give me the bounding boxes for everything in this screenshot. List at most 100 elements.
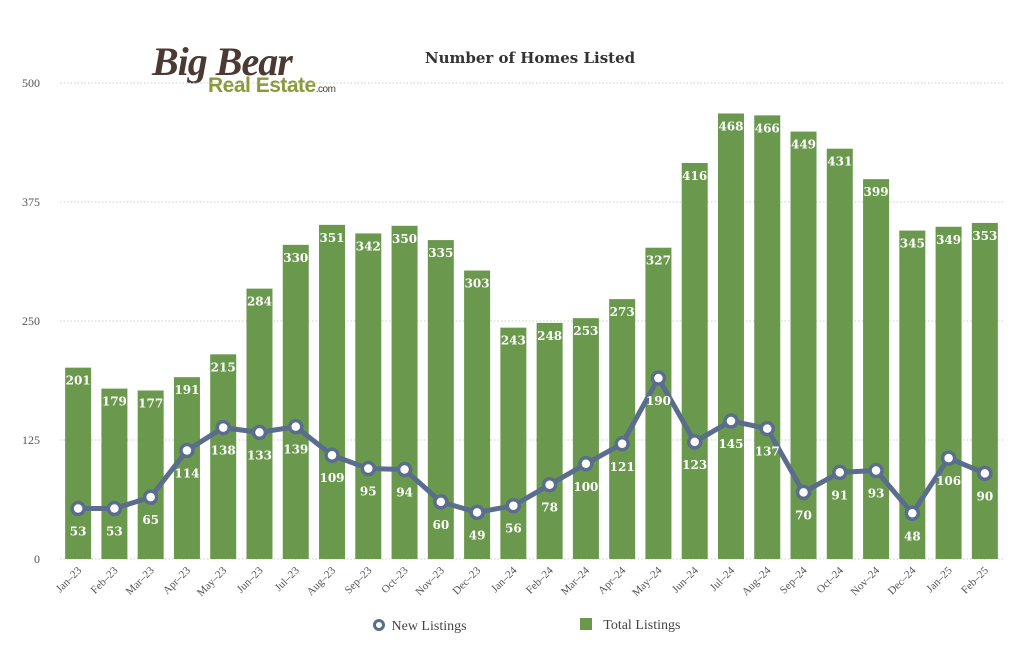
x-tick-label: Jun–24 bbox=[670, 564, 701, 595]
bar-value-label: 243 bbox=[501, 334, 526, 348]
x-tick-label: Jan–24 bbox=[489, 564, 520, 595]
legend-new-listings-label: New Listings bbox=[391, 619, 467, 634]
new-listings-value-label: 70 bbox=[795, 508, 812, 522]
new-listings-value-label: 145 bbox=[718, 437, 743, 451]
bar-total-listings bbox=[681, 162, 708, 559]
x-tick-label: Mar–24 bbox=[559, 564, 592, 597]
new-listings-value-label: 190 bbox=[646, 394, 671, 408]
new-listings-point bbox=[142, 489, 159, 505]
x-tick-label: Apr–23 bbox=[161, 564, 194, 597]
x-tick-label: Jul–23 bbox=[273, 564, 303, 594]
new-listings-point bbox=[360, 460, 377, 477]
bar-total-listings bbox=[137, 390, 164, 559]
new-listings-value-label: 106 bbox=[936, 474, 961, 488]
bar-value-label: 466 bbox=[755, 121, 780, 135]
new-listings-value-label: 48 bbox=[904, 529, 921, 543]
new-listings-value-label: 56 bbox=[505, 522, 522, 536]
new-listings-point bbox=[904, 505, 921, 522]
bar-total-listings bbox=[500, 327, 527, 559]
new-listings-point bbox=[977, 465, 993, 482]
new-listings-value-label: 139 bbox=[283, 443, 308, 457]
bar-value-label: 253 bbox=[573, 324, 598, 338]
y-tick-label: 0 bbox=[34, 552, 40, 566]
y-tick-label: 500 bbox=[22, 76, 40, 90]
bar-value-label: 349 bbox=[936, 233, 961, 247]
new-listings-value-label: 53 bbox=[70, 525, 87, 539]
legend-total-listings-label: Total Listings bbox=[603, 618, 681, 633]
logo-real-estate-word: Real Estate bbox=[208, 74, 316, 97]
new-listings-point bbox=[106, 500, 123, 517]
new-listings-point bbox=[650, 370, 667, 386]
legend-bar-marker-icon bbox=[580, 618, 592, 630]
x-tick-label: Aug–24 bbox=[740, 564, 774, 598]
new-listings-value-label: 100 bbox=[573, 480, 598, 494]
x-tick-label: Apr–24 bbox=[596, 564, 629, 597]
new-listings-value-label: 94 bbox=[396, 486, 413, 500]
x-tick-label: Jul–24 bbox=[708, 564, 738, 594]
bar-value-label: 330 bbox=[283, 251, 308, 265]
new-listings-point bbox=[795, 484, 812, 501]
bar-value-label: 327 bbox=[646, 254, 671, 268]
new-listings-value-label: 60 bbox=[432, 518, 449, 532]
new-listings-point bbox=[832, 464, 848, 481]
new-listings-value-label: 138 bbox=[211, 444, 236, 458]
x-tick-label: Sep–23 bbox=[343, 564, 375, 596]
x-tick-label: Feb–24 bbox=[524, 564, 556, 596]
new-listings-value-label: 78 bbox=[541, 501, 558, 515]
bar-total-listings bbox=[173, 377, 200, 559]
new-listings-point bbox=[324, 447, 340, 463]
brand-logo: Big Bear Real Estate.com bbox=[150, 39, 340, 100]
legend-line-marker-icon bbox=[373, 619, 385, 631]
bar-value-label: 431 bbox=[827, 155, 852, 169]
x-tick-label: Sep–24 bbox=[778, 564, 810, 596]
new-listings-point bbox=[614, 436, 630, 452]
new-listings-point bbox=[578, 456, 594, 472]
logo-com-suffix: .com bbox=[315, 84, 336, 95]
legend-item-total-listings: Total Listings bbox=[580, 618, 680, 634]
bar-total-listings bbox=[355, 233, 382, 559]
new-listings-value-label: 53 bbox=[106, 525, 123, 539]
new-listings-point bbox=[868, 462, 884, 479]
new-listings-point bbox=[759, 420, 775, 437]
bar-total-listings bbox=[572, 318, 599, 559]
legend-item-new-listings: New Listings bbox=[370, 618, 467, 635]
bar-total-listings bbox=[319, 224, 346, 559]
bar-total-listings bbox=[971, 222, 998, 559]
x-tick-label: Nov–23 bbox=[413, 564, 447, 598]
x-tick-label: Feb–23 bbox=[89, 564, 121, 596]
new-listings-value-label: 137 bbox=[755, 445, 780, 459]
bar-total-listings bbox=[935, 226, 962, 559]
bar-total-listings bbox=[645, 247, 672, 560]
bar-value-label: 284 bbox=[247, 295, 272, 309]
new-listings-point bbox=[505, 497, 522, 514]
bar-value-label: 449 bbox=[791, 138, 816, 152]
new-listings-point bbox=[469, 504, 485, 521]
x-tick-label: Mar–23 bbox=[124, 564, 157, 597]
new-listings-value-label: 90 bbox=[977, 489, 994, 503]
new-listings-value-label: 133 bbox=[247, 448, 272, 462]
bar-total-listings bbox=[210, 354, 237, 559]
x-tick-label: May–23 bbox=[195, 564, 230, 599]
new-listings-value-label: 109 bbox=[319, 471, 344, 485]
bar-value-label: 350 bbox=[392, 232, 417, 246]
bar-total-listings bbox=[427, 240, 454, 559]
x-tick-label: Dec–24 bbox=[886, 564, 919, 597]
x-tick-label: Oct–24 bbox=[815, 564, 847, 596]
bar-total-listings bbox=[826, 148, 853, 560]
new-listings-value-label: 114 bbox=[174, 466, 199, 480]
bar-value-label: 201 bbox=[66, 374, 91, 388]
new-listings-value-label: 95 bbox=[360, 485, 377, 499]
bar-total-listings bbox=[246, 288, 273, 559]
new-listings-value-label: 91 bbox=[831, 488, 848, 502]
x-tick-label: May–24 bbox=[630, 564, 665, 599]
new-listings-point bbox=[940, 450, 957, 466]
new-listings-point bbox=[251, 424, 268, 441]
bar-value-label: 215 bbox=[211, 360, 236, 374]
x-tick-label: Feb–25 bbox=[959, 564, 991, 596]
new-listings-value-label: 123 bbox=[682, 458, 707, 472]
new-listings-value-label: 93 bbox=[868, 486, 885, 500]
new-listings-point bbox=[288, 418, 304, 435]
logo-big-bear-text: Big Bear bbox=[152, 39, 293, 84]
new-listings-point bbox=[541, 476, 558, 493]
